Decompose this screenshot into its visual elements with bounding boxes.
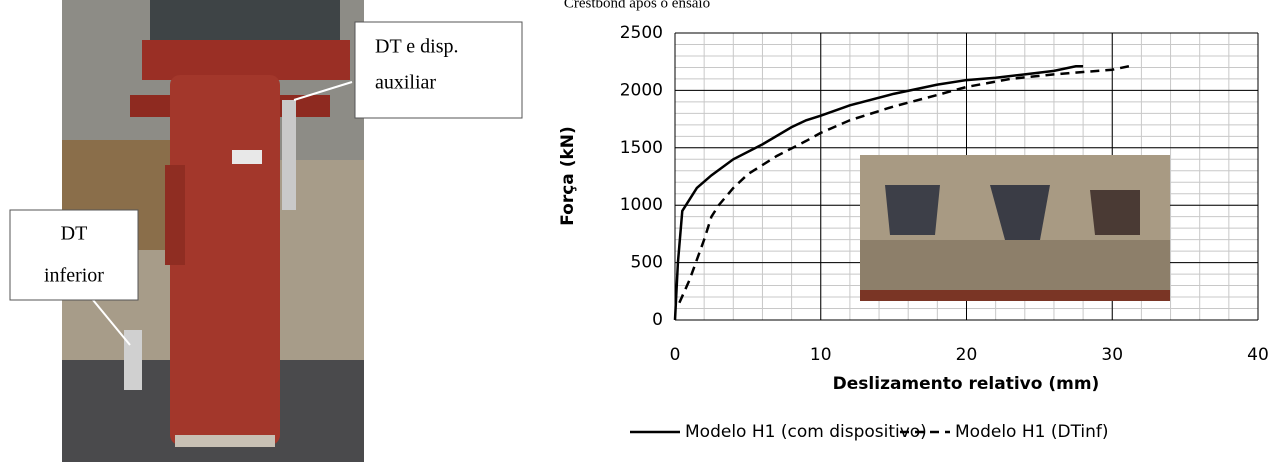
x-tick-label: 30	[1101, 345, 1123, 365]
y-axis-label: Força (kN)	[558, 126, 578, 226]
x-axis-label: Deslizamento relativo (mm)	[833, 374, 1100, 394]
legend-label: Modelo H1 (DTinf)	[955, 422, 1109, 442]
label-box	[354, 21, 523, 119]
data-line	[673, 65, 1084, 321]
legend-label: Modelo H1 (com dispositivo)	[685, 422, 927, 442]
x-tick-label: 20	[956, 345, 978, 365]
y-tick-label: 2500	[620, 23, 663, 43]
photo-label: DT	[61, 223, 88, 245]
data-line	[678, 63, 1135, 304]
y-tick-label: 1500	[620, 138, 663, 158]
x-tick-label: 40	[1247, 345, 1269, 365]
photo	[62, 0, 364, 462]
y-tick-label: 0	[652, 310, 663, 330]
y-tick-label: 2000	[620, 80, 663, 100]
x-tick-label: 10	[810, 345, 832, 365]
chart-title: Crestbond após o ensaio	[564, 0, 710, 11]
x-tick-label: 0	[670, 345, 681, 365]
photo-label: inferior	[44, 265, 104, 287]
plot	[673, 63, 1135, 321]
photo-label: DT e disp.	[375, 36, 459, 58]
photo-label: auxiliar	[375, 72, 436, 94]
label-box	[9, 209, 139, 301]
y-tick-label: 500	[631, 253, 663, 273]
y-tick-label: 1000	[620, 195, 663, 215]
callouts	[92, 81, 353, 346]
inset-photo	[860, 155, 1170, 301]
